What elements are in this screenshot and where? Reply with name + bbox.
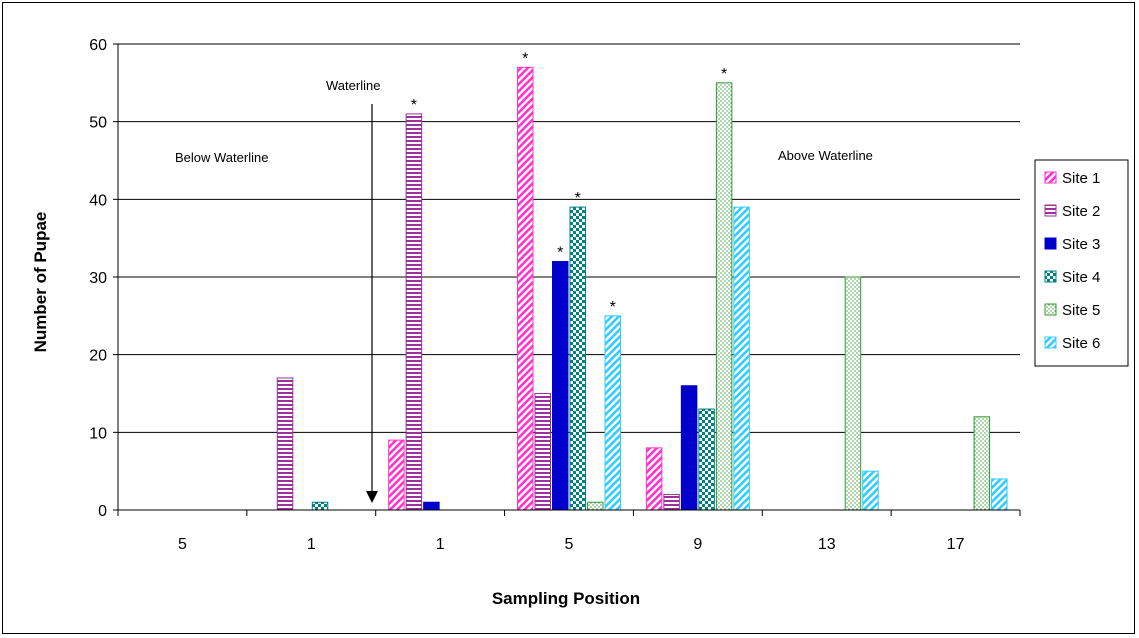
x-tick-label: 9 xyxy=(693,536,702,553)
x-tick-label: 5 xyxy=(178,536,187,553)
bar-site-5 xyxy=(973,416,991,511)
y-tick-label: 30 xyxy=(89,270,107,287)
significance-star: * xyxy=(557,244,563,261)
x-tick-label: 5 xyxy=(565,536,574,553)
bar-site-5 xyxy=(844,276,862,511)
legend-label: Site 3 xyxy=(1062,236,1100,253)
bar-site-6 xyxy=(733,206,750,511)
above-waterline-annotation: Above Waterline xyxy=(778,148,873,163)
bar-site-6 xyxy=(862,470,879,511)
bar-site-1 xyxy=(645,447,663,511)
bar-site-5 xyxy=(587,501,604,511)
bar-site-1 xyxy=(388,439,405,511)
y-tick-label: 10 xyxy=(89,425,107,442)
significance-markers: * * * * * * xyxy=(411,50,727,316)
legend-label: Site 6 xyxy=(1062,335,1100,352)
waterline-annotation: Waterline xyxy=(326,78,380,93)
bar-site-4 xyxy=(569,206,586,511)
bar-site-2 xyxy=(534,393,551,511)
significance-star: * xyxy=(610,299,616,316)
legend-swatch xyxy=(1044,171,1057,184)
x-tick-label: 1 xyxy=(436,536,445,553)
legend-swatch xyxy=(1044,270,1057,283)
legend-box xyxy=(1034,159,1129,367)
below-waterline-annotation: Below Waterline xyxy=(175,150,268,165)
significance-star: * xyxy=(522,50,528,67)
legend: Site 1 Site 2 Site 3 Site 4 Site 5 Site 6 xyxy=(1034,159,1129,367)
bar-site-2 xyxy=(276,377,294,511)
waterline-arrow xyxy=(366,104,378,503)
y-tick-label: 20 xyxy=(89,348,107,365)
y-tick-label: 60 xyxy=(89,37,107,54)
legend-swatch xyxy=(1044,336,1057,349)
axes xyxy=(113,43,1021,516)
bar-site-3 xyxy=(552,260,569,511)
x-axis-title: Sampling Position xyxy=(492,589,640,608)
y-tick-label: 50 xyxy=(89,115,107,132)
x-tick-labels: 5 1 1 5 9 13 17 xyxy=(178,536,965,553)
y-tick-label: 40 xyxy=(89,192,107,209)
significance-star: * xyxy=(575,190,581,207)
x-tick-label: 17 xyxy=(947,536,965,553)
bar-site-4 xyxy=(311,501,329,511)
bar-site-2 xyxy=(663,493,680,511)
legend-label: Site 1 xyxy=(1062,170,1100,187)
gridlines xyxy=(118,43,1020,433)
legend-swatch xyxy=(1044,204,1057,217)
bar-site-2 xyxy=(405,113,423,511)
bar-site-4 xyxy=(698,408,715,511)
x-tick-label: 13 xyxy=(818,536,836,553)
bar-site-6 xyxy=(604,315,621,511)
bar-site-3 xyxy=(680,385,698,511)
legend-label: Site 4 xyxy=(1062,269,1100,286)
bars xyxy=(276,66,1008,511)
bar-site-5 xyxy=(715,82,733,511)
x-tick-label: 1 xyxy=(307,536,316,553)
y-tick-label: 0 xyxy=(98,503,107,520)
legend-swatch xyxy=(1044,237,1057,250)
significance-star: * xyxy=(411,97,417,114)
bar-site-6 xyxy=(991,478,1008,511)
legend-swatch xyxy=(1044,303,1057,316)
legend-label: Site 2 xyxy=(1062,203,1100,220)
y-tick-labels: 0 10 20 30 40 50 60 xyxy=(89,37,107,520)
y-axis-title: Number of Pupae xyxy=(31,212,50,353)
bar-site-1 xyxy=(517,66,534,511)
significance-star: * xyxy=(721,66,727,83)
legend-label: Site 5 xyxy=(1062,302,1100,319)
bar-site-3 xyxy=(423,501,440,511)
